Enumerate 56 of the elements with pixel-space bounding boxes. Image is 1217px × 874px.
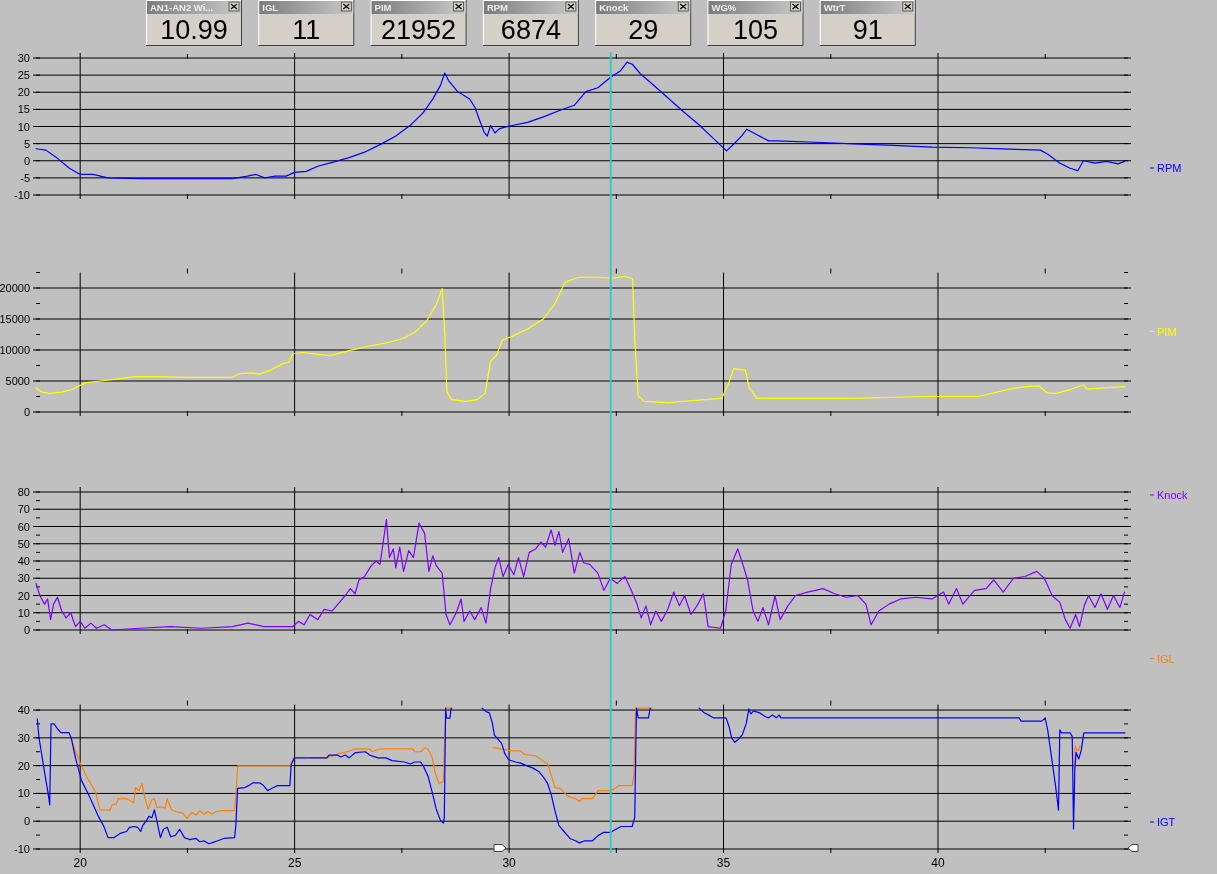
line-series	[35, 275, 1126, 404]
legend-label: IGT	[1157, 816, 1176, 828]
y-tick-label: 10	[17, 120, 30, 133]
data-label: 6874	[500, 15, 561, 45]
y-tick-label: 10	[17, 606, 30, 619]
y-tick-label: 20000	[0, 282, 30, 294]
y-tick-label: 60	[17, 520, 30, 533]
data-label: 29	[628, 15, 659, 45]
category-label: WG%	[711, 2, 737, 13]
y-tick-label: 0	[23, 815, 30, 828]
y-tick-label: 0	[23, 406, 30, 418]
y-tick-label: 20	[17, 759, 30, 772]
y-tick-label: 15000	[0, 313, 30, 325]
x-tick-label: 40	[931, 856, 945, 870]
category-label: Knock	[599, 2, 629, 13]
y-tick-label: 15	[17, 103, 30, 116]
category-label: AN1-AN2 Wi...	[150, 2, 214, 13]
y-tick-label: 5000	[5, 375, 30, 387]
y-tick-label: 20	[17, 86, 30, 99]
y-tick-label: 80	[17, 486, 30, 498]
legend-label: PIM	[1157, 325, 1177, 338]
data-label: 21952	[381, 15, 457, 45]
y-tick-label: 50	[17, 537, 30, 550]
y-tick-label: 40	[17, 704, 30, 717]
x-tick-label: 20	[73, 856, 88, 870]
line-series	[35, 61, 1126, 180]
y-tick-label: 0	[23, 624, 30, 636]
x-tick-label: 35	[716, 856, 731, 870]
y-tick-label: 5	[23, 137, 30, 150]
data-label: 10.99	[160, 15, 228, 45]
y-tick-label: -5	[20, 171, 30, 184]
category-label: WtrT	[823, 2, 846, 13]
category-label: RPM	[486, 2, 509, 13]
y-tick-label: -10	[14, 843, 30, 855]
y-tick-label: 20	[17, 589, 30, 602]
line-series	[35, 519, 1126, 631]
legend-label: Knock	[1157, 489, 1189, 501]
data-label: 11	[292, 15, 321, 45]
data-label: 91	[852, 15, 883, 45]
x-tick-label: 25	[287, 856, 302, 870]
y-tick-label: 70	[17, 503, 30, 516]
x-tick-label: 30	[502, 856, 517, 870]
category-label: IGL	[262, 2, 279, 13]
y-tick-label: 30	[17, 731, 30, 744]
y-tick-label: -10	[14, 189, 30, 201]
legend-label: IGL	[1157, 652, 1175, 665]
y-tick-label: 0	[23, 154, 30, 167]
data-label: 105	[732, 15, 779, 45]
y-tick-label: 25	[17, 69, 30, 82]
category-label: PIM	[374, 2, 392, 13]
y-tick-label: 10	[17, 787, 30, 800]
y-tick-label: 30	[17, 52, 30, 64]
y-tick-label: 40	[17, 555, 30, 567]
y-tick-label: 10000	[0, 344, 30, 356]
legend-label: RPM	[1157, 162, 1182, 174]
y-tick-label: 30	[17, 572, 30, 585]
